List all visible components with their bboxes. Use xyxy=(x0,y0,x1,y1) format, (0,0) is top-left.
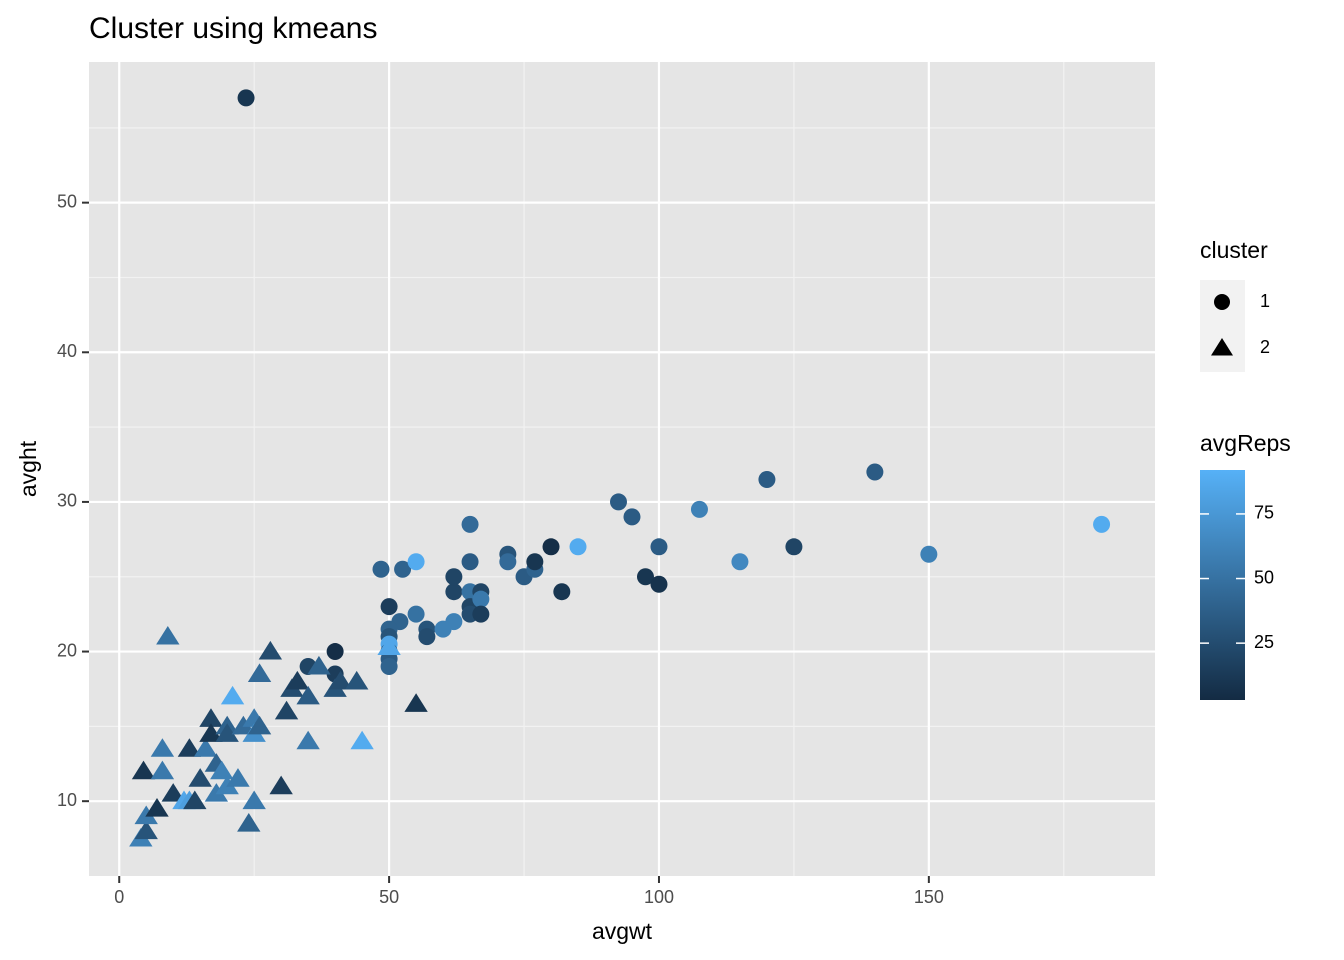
x-tick-label: 150 xyxy=(914,887,944,907)
y-tick-label: 10 xyxy=(57,790,77,810)
point xyxy=(345,670,369,690)
point xyxy=(183,790,207,810)
legend-title: cluster xyxy=(1200,237,1268,263)
point xyxy=(247,715,272,735)
colorbar xyxy=(1200,470,1245,700)
point xyxy=(866,463,884,481)
point xyxy=(328,670,353,690)
point xyxy=(258,640,283,660)
point xyxy=(407,605,425,623)
colorbar-label: 25 xyxy=(1254,632,1274,652)
x-axis-title: avgwt xyxy=(592,918,653,944)
point xyxy=(226,768,250,787)
point xyxy=(193,738,218,757)
x-tick-label: 100 xyxy=(644,887,674,907)
point xyxy=(553,583,571,601)
y-axis-title: avght xyxy=(15,440,41,497)
point xyxy=(758,470,776,488)
point xyxy=(237,813,261,832)
point xyxy=(350,730,374,750)
point xyxy=(785,538,803,556)
point xyxy=(150,738,175,757)
point xyxy=(296,730,320,750)
point xyxy=(134,805,158,825)
point xyxy=(407,553,425,571)
point xyxy=(461,515,479,533)
legend-label: 2 xyxy=(1260,337,1270,357)
point xyxy=(650,538,668,556)
point xyxy=(609,493,627,511)
y-tick-label: 20 xyxy=(57,640,77,660)
y-tick-label: 40 xyxy=(57,341,77,361)
point xyxy=(199,723,223,742)
point xyxy=(445,613,463,631)
legend-key xyxy=(1214,294,1230,310)
point xyxy=(380,658,398,676)
point xyxy=(445,568,463,586)
colorbar-label: 75 xyxy=(1254,503,1274,523)
point xyxy=(650,575,668,593)
point xyxy=(161,783,185,802)
plot-panel xyxy=(89,62,1155,876)
point xyxy=(569,538,587,556)
point xyxy=(145,798,169,817)
point xyxy=(920,545,938,563)
point xyxy=(326,643,344,661)
point xyxy=(472,605,490,623)
legend-label: 1 xyxy=(1260,291,1270,311)
point xyxy=(210,760,234,780)
point xyxy=(156,625,180,645)
colorbar-label: 50 xyxy=(1254,567,1274,587)
y-tick-label: 50 xyxy=(57,191,77,211)
point xyxy=(445,583,463,601)
x-tick-label: 50 xyxy=(379,887,399,907)
point xyxy=(404,693,428,712)
point xyxy=(418,628,436,646)
point xyxy=(307,655,331,675)
point xyxy=(690,500,708,518)
point xyxy=(377,636,401,656)
colorbar-title: avgReps xyxy=(1200,430,1291,456)
point xyxy=(131,760,156,780)
point xyxy=(1093,515,1111,533)
point xyxy=(526,553,544,571)
x-tick-label: 0 xyxy=(114,887,124,907)
point xyxy=(188,768,212,787)
point xyxy=(542,538,560,556)
point xyxy=(285,670,310,690)
point xyxy=(461,553,479,571)
legend-key xyxy=(1211,338,1233,356)
point xyxy=(220,685,245,705)
point xyxy=(247,663,272,682)
chart-title: Cluster using kmeans xyxy=(89,12,377,45)
point xyxy=(177,738,202,757)
point xyxy=(472,590,490,608)
point xyxy=(636,568,654,586)
point xyxy=(394,560,412,578)
point xyxy=(274,700,299,720)
point xyxy=(237,89,255,107)
point xyxy=(204,783,229,802)
point xyxy=(269,775,293,795)
point xyxy=(731,553,749,571)
point xyxy=(150,760,175,780)
y-tick-label: 30 xyxy=(57,491,77,511)
legend-key-box xyxy=(1200,280,1245,372)
point xyxy=(296,685,320,705)
point xyxy=(372,560,390,578)
point xyxy=(499,553,517,571)
point xyxy=(215,723,239,742)
point xyxy=(380,598,398,616)
point xyxy=(231,715,256,735)
point xyxy=(215,775,239,795)
point xyxy=(134,820,158,840)
point xyxy=(623,508,641,526)
point xyxy=(199,708,223,727)
point xyxy=(242,790,266,810)
